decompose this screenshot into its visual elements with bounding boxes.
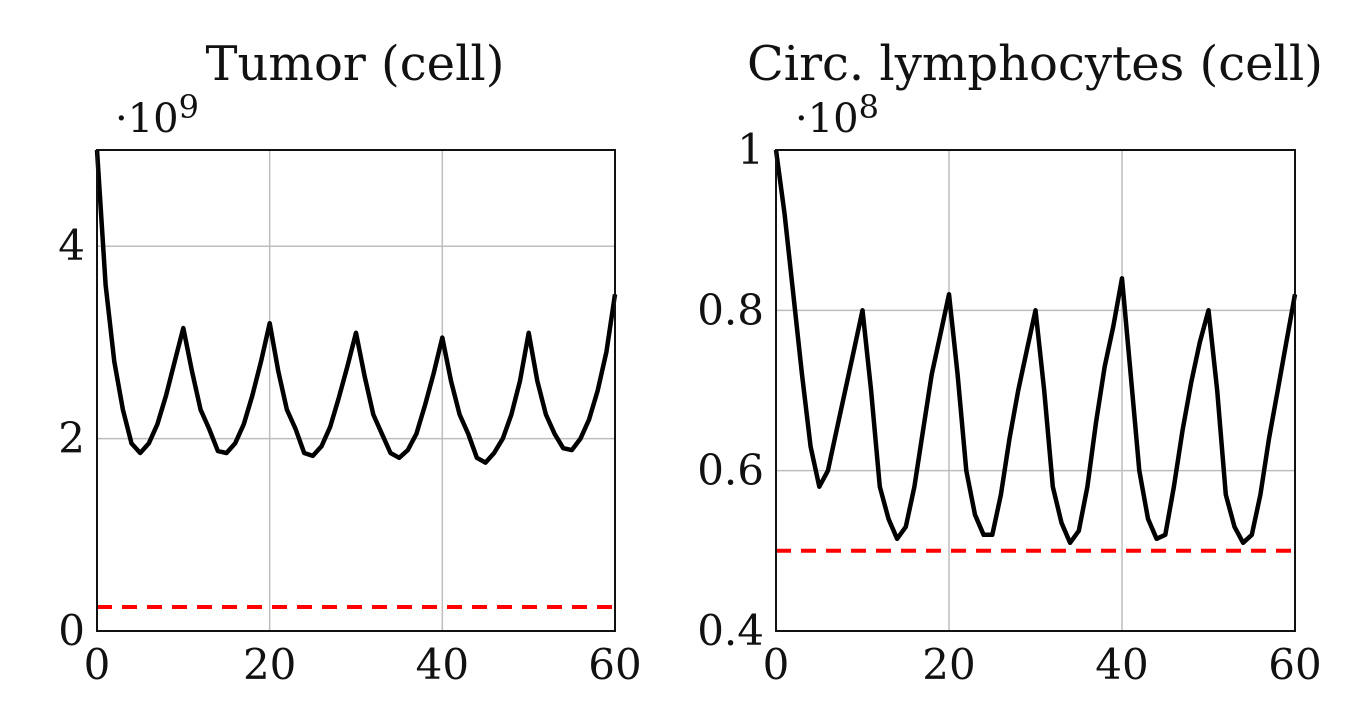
tumor-xtick-label: 0: [84, 640, 111, 689]
tumor-xtick-label: 20: [243, 640, 296, 689]
lymphocytes-multiplier-exp: 8: [859, 88, 879, 126]
tumor-xtick-label: 60: [588, 640, 641, 689]
tumor-title: Tumor (cell): [206, 36, 505, 92]
tumor-series-tumor-line: [94, 149, 618, 465]
tumor-y-axis: 0 2 4: [58, 221, 85, 655]
lymphocytes-xtick-label: 60: [1268, 640, 1321, 689]
lymphocytes-multiplier: ·108: [795, 88, 879, 142]
tumor-ytick-label: 2: [58, 414, 85, 463]
tumor-multiplier: ·109: [115, 88, 199, 142]
lymphocytes-ytick-label: 0.6: [697, 446, 764, 495]
tumor-plot-frame: [96, 149, 616, 632]
tumor-x-axis: 0 20 40 60: [84, 640, 642, 689]
lymphocytes-ytick-label: 0.8: [697, 285, 764, 334]
lymphocytes-series-circulating-lymphocytes-line: [773, 149, 1298, 546]
tumor-multiplier-base: ·10: [115, 96, 179, 142]
lymphocytes-x-axis: 0 20 40 60: [763, 640, 1322, 689]
tumor-panel: Tumor (cell) ·109 0 2 4 0 20 40 60: [58, 36, 641, 689]
lymphocytes-series: [773, 149, 1298, 553]
lymphocytes-xtick-label: 40: [1095, 640, 1148, 689]
lymphocytes-y-axis: 0.4 0.6 0.8 1: [697, 125, 764, 655]
tumor-grid: [96, 150, 616, 632]
tumor-xtick-label: 40: [416, 640, 469, 689]
lymphocytes-xtick-label: 20: [922, 640, 975, 689]
lymphocytes-title: Circ. lymphocytes (cell): [747, 36, 1323, 92]
tumor-multiplier-exp: 9: [179, 88, 199, 126]
lymphocytes-xtick-label: 0: [763, 640, 790, 689]
lymphocytes-multiplier-base: ·10: [795, 96, 859, 142]
lymphocytes-panel: Circ. lymphocytes (cell) ·108 0.4 0.6 0.8 1…: [697, 36, 1323, 689]
lymphocytes-ytick-label: 1: [737, 125, 764, 174]
tumor-series: [94, 149, 618, 609]
tumor-ytick-label: 4: [58, 221, 85, 270]
lymphocytes-ytick-label: 0.4: [697, 606, 764, 655]
tumor-ytick-label: 0: [58, 606, 85, 655]
lymphocytes-plot-frame: [775, 149, 1296, 632]
